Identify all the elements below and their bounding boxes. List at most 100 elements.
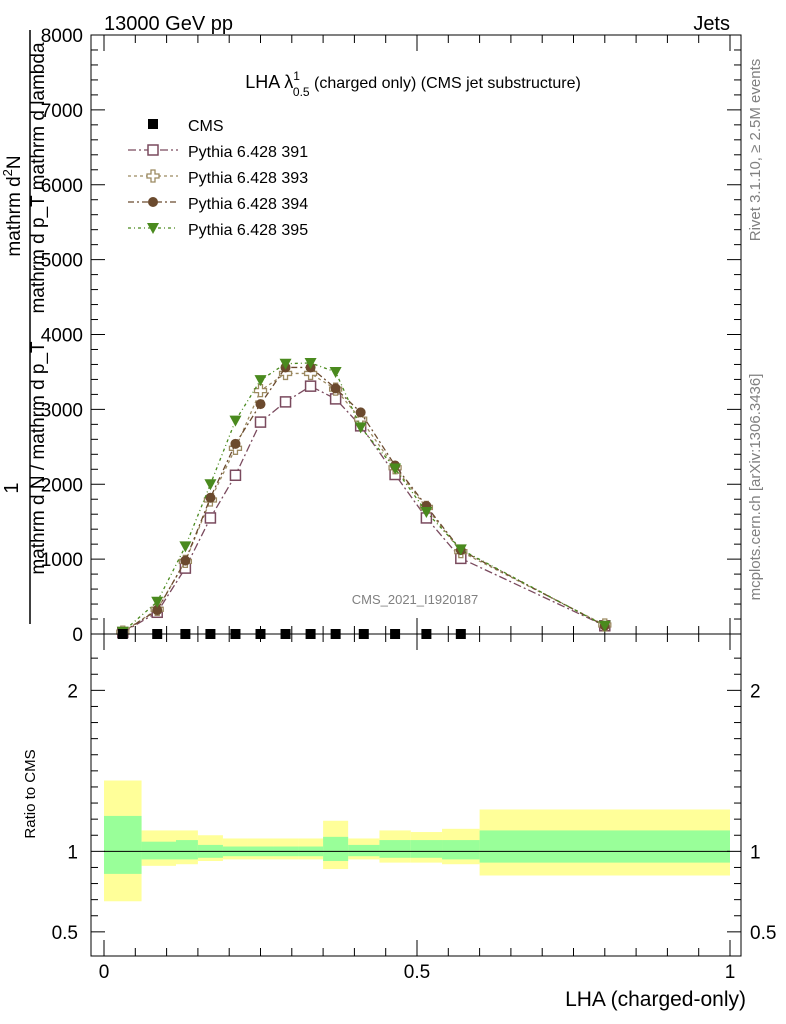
series-4 [116, 357, 611, 638]
x-axis-label: LHA (charged-only) [565, 988, 746, 1011]
y-tick-label: 3000 [41, 400, 83, 421]
y-tick-label: 7000 [41, 101, 83, 122]
legend-label: CMS [188, 118, 224, 135]
data-point [151, 596, 164, 608]
data-point [354, 422, 367, 434]
legend: CMS Pythia 6.428 391 Pythia 6.428 393 Pythi… [128, 118, 308, 239]
stat-uncertainty-band [104, 815, 142, 874]
x-tick-label: 0.5 [404, 962, 430, 983]
x-tick-label: 1 [725, 962, 736, 983]
data-point [179, 541, 192, 553]
main-plot: 0 1000 2000 3000 4000 5000 6000 7000 8000 LHA λ1… [41, 26, 742, 646]
ylabel-top: mathrm d2N [0, 155, 25, 256]
ratio-bands [104, 780, 730, 902]
title-rest: (charged only) (CMS jet substructure) [310, 75, 581, 92]
category-label: Jets [693, 13, 730, 35]
y-tick-label: 5000 [41, 251, 83, 272]
ratio-y-tick-label-right: 0.5 [750, 923, 776, 944]
data-point [279, 358, 292, 370]
data-point [389, 463, 402, 475]
data-point [229, 415, 242, 427]
series-line [122, 372, 606, 633]
data-point [254, 416, 267, 428]
data-point [304, 380, 317, 392]
x-tick-label: 0 [99, 962, 110, 983]
plot-title: LHA λ1 0.5 (charged only) (CMS jet substr… [245, 69, 581, 99]
ratio-y-tick-label: 2 [67, 681, 78, 702]
ylabel-bottom: mathrm d N / mathrm d p_T [28, 341, 49, 575]
ratio-frame [90, 633, 742, 957]
legend-marker [147, 223, 159, 234]
ylabel-top-line2: mathrm d p_T mathrm d lambda [28, 42, 49, 313]
stat-uncertainty-band [479, 830, 730, 863]
data-point [180, 555, 191, 566]
stat-uncertainty-band [141, 841, 176, 860]
data-point [204, 512, 217, 524]
data-point [204, 479, 217, 491]
ratio-y-tick-label: 1 [67, 842, 78, 863]
stat-uncertainty-band [323, 836, 349, 862]
title-sup: 1 [293, 69, 300, 83]
main-y-tick-labels: 0 1000 2000 3000 4000 5000 6000 7000 8000 [41, 26, 83, 646]
legend-item-1: Pythia 6.428 391 [128, 144, 308, 161]
data-point [229, 469, 242, 482]
legend-marker [147, 144, 159, 156]
data-point [355, 407, 366, 418]
data-point [254, 375, 267, 387]
legend-label: Pythia 6.428 393 [188, 170, 308, 187]
stat-uncertainty-band [410, 840, 443, 858]
data-point [279, 396, 292, 408]
data-point [255, 399, 266, 410]
stat-uncertainty-band [379, 840, 411, 858]
y-tick-label: 2000 [41, 475, 83, 496]
data-point [304, 357, 317, 369]
data-point [152, 605, 163, 616]
energy-label: 13000 GeV pp [104, 13, 233, 35]
ratio-axis-ticks [91, 634, 741, 956]
ratio-y-tick-label: 0.5 [52, 923, 78, 944]
series-line [122, 362, 606, 633]
ratio-y-tick-label-right: 1 [750, 842, 761, 863]
y-tick-label: 0 [72, 625, 83, 646]
ratio-plot: 0.5 0.51 12 2 0 0.5 1 Ratio to CMS LHA (charg… [22, 633, 777, 1011]
legend-label: Pythia 6.428 394 [188, 196, 308, 213]
ratio-x-tick-labels: 0 0.5 1 [99, 962, 736, 983]
y-tick-label: 6000 [41, 176, 83, 197]
ylabel-one: 1 [1, 482, 23, 493]
legend-item-cms: CMS [148, 118, 224, 135]
y-tick-label: 1000 [41, 550, 83, 571]
legend-marker [146, 169, 160, 183]
series-line [122, 366, 606, 633]
watermark: CMS_2021_I1920187 [352, 592, 479, 607]
title-sub: 0.5 [293, 85, 310, 99]
legend-item-3: Pythia 6.428 394 [128, 196, 308, 213]
data-point [205, 492, 216, 503]
rivet-label: Rivet 3.1.10, ≥ 2.5M events [747, 59, 764, 242]
legend-item-2: Pythia 6.428 393 [128, 169, 308, 187]
stat-uncertainty-band [442, 840, 480, 860]
legend-marker [148, 197, 158, 207]
y-tick-label: 8000 [41, 26, 83, 47]
data-point [420, 506, 433, 518]
ratio-y-tick-labels: 0.5 0.5 1 1 2 2 [52, 681, 777, 944]
legend-label: Pythia 6.428 395 [188, 222, 308, 239]
stat-uncertainty-band [348, 844, 380, 857]
y-tick-label: 4000 [41, 326, 83, 347]
legend-marker [148, 119, 158, 129]
source-label: mcplots.cern.ch [arXiv:1306.3436] [747, 374, 764, 601]
main-axis-ticks [91, 34, 741, 635]
data-point [230, 438, 241, 449]
legend-label: Pythia 6.428 391 [188, 144, 308, 161]
data-point [598, 620, 611, 632]
legend-item-4: Pythia 6.428 395 [128, 222, 308, 239]
data-point [454, 544, 467, 556]
data-point [330, 383, 341, 394]
y-axis-title: mathrm d2N mathrm d p_T mathrm d lambda … [0, 30, 49, 624]
data-point [329, 366, 342, 378]
ratio-ylabel: Ratio to CMS [22, 749, 39, 838]
stat-uncertainty-band [175, 840, 198, 860]
data-point [253, 384, 268, 398]
ratio-y-tick-label-right: 2 [750, 681, 761, 702]
title-main: LHA λ [245, 72, 293, 92]
